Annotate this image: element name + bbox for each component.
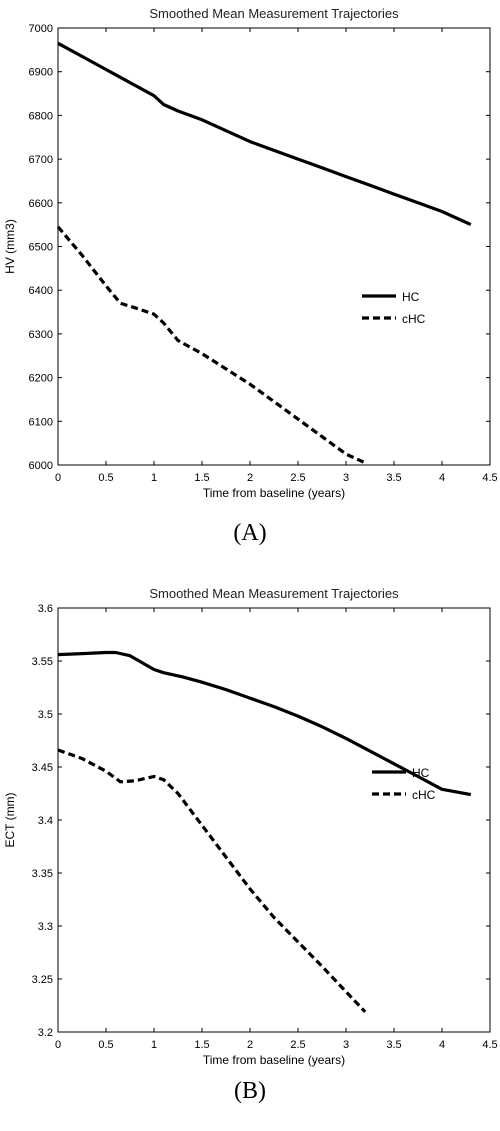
chart-panel-a: Smoothed Mean Measurement Trajectories 0 0… [0,0,500,565]
chart-0-ytick-label: 6700 [29,154,53,166]
chart-0-xtick-label: 0.5 [98,472,113,484]
chart-1-xtick-label: 4.5 [482,1039,497,1051]
chart-1-legend-label-chc: cHC [412,788,436,802]
chart-0-xtick-label: 1 [151,472,157,484]
chart-0-ytick-label: 7000 [29,23,53,35]
chart-1-ytick-label: 3.45 [32,762,53,774]
chart-1-xtick-label: 2.5 [290,1039,305,1051]
chart-1-ytick-label: 3.35 [32,868,53,880]
chart-1-xtick-label: 2 [247,1039,253,1051]
chart-0-xtick-label: 3.5 [386,472,401,484]
chart-0-ytick-label: 6000 [29,460,53,472]
chart-a-svg: Smoothed Mean Measurement Trajectories 0 0… [3,6,498,500]
chart-1-ytick-label: 3.4 [38,815,53,827]
chart-0-ytick-label: 6800 [29,110,53,122]
chart-1-xtick-label: 1.5 [194,1039,209,1051]
chart-panel-b: Smoothed Mean Measurement Trajectories 0 0… [0,566,500,1131]
chart-0-legend-label-hc: HC [402,290,420,304]
chart-0-series-chc-line [56,225,366,465]
chart-1-xtick-label: 0.5 [98,1039,113,1051]
chart-1-xtick-label: 3.5 [386,1039,401,1051]
chart-0-xtick-label: 2.5 [290,472,305,484]
chart-1-ytick-label: 3.25 [32,974,53,986]
chart-1-ytick-label: 3.5 [38,709,53,721]
chart-1-legend-label-hc: HC [412,766,430,780]
chart-0-xtick-label: 4 [439,472,445,484]
chart-1-x-axis-label: Time from baseline (years) [203,1053,345,1067]
panel-label-b: (B) [234,1078,266,1104]
chart-0-ytick-label: 6900 [29,67,53,79]
chart-1-y-axis-label: ECT (mm) [3,792,17,847]
chart-0-plot-frame [57,27,491,466]
chart-1-xtick-label: 1 [151,1039,157,1051]
chart-0-ytick-label: 6400 [29,285,53,297]
chart-1-ytick-label: 3.3 [38,921,53,933]
chart-1-xtick-label: 3 [343,1039,349,1051]
chart-1-series-hc-line [57,650,472,797]
chart-0-ytick-label: 6300 [29,329,53,341]
chart-0-series-hc-line [57,41,472,227]
chart-0-xtick-label: 4.5 [482,472,497,484]
chart-0-title: Smoothed Mean Measurement Trajectories [149,6,399,21]
chart-b-svg: Smoothed Mean Measurement Trajectories 0 0… [3,586,498,1067]
chart-1-xtick-label: 0 [55,1039,61,1051]
chart-0-ytick-label: 6500 [29,242,53,254]
chart-1-xtick-label: 4 [439,1039,445,1051]
chart-0-x-axis-label: Time from baseline (years) [203,486,345,500]
chart-0-xtick-label: 1.5 [194,472,209,484]
chart-0-y-axis-label: HV (mm3) [3,219,17,274]
chart-0-ytick-label: 6600 [29,198,53,210]
panel-label-a: (A) [233,520,267,546]
chart-0-legend-label-chc: cHC [402,312,426,326]
chart-0-xtick-label: 3 [343,472,349,484]
chart-0-xtick-label: 0 [55,472,61,484]
chart-1-ytick-label: 3.6 [38,603,53,615]
chart-0-xtick-label: 2 [247,472,253,484]
chart-1-series-chc-line [57,748,367,1014]
chart-1-title: Smoothed Mean Measurement Trajectories [149,586,399,601]
chart-1-ytick-label: 3.55 [32,656,53,668]
chart-1-ytick-label: 3.2 [38,1027,53,1039]
chart-1-plot-frame [57,607,491,1033]
chart-0-ytick-label: 6200 [29,373,53,385]
chart-0-ytick-label: 6100 [29,416,53,428]
